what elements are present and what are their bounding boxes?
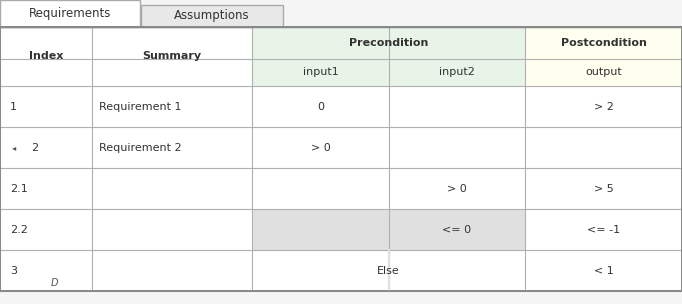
Text: 2: 2 [31,143,38,153]
Text: input1: input1 [303,67,338,77]
Text: 1: 1 [10,102,17,112]
Polygon shape [252,27,525,59]
Text: Summary: Summary [143,51,202,61]
Text: > 2: > 2 [593,102,614,112]
Polygon shape [525,59,682,86]
Text: <= -1: <= -1 [587,225,620,235]
Text: 3: 3 [10,266,17,276]
Text: output: output [585,67,622,77]
Text: > 5: > 5 [594,184,613,194]
Text: > 0: > 0 [447,184,466,194]
Text: Requirement 1: Requirement 1 [99,102,181,112]
Polygon shape [252,209,525,250]
Text: > 0: > 0 [311,143,330,153]
Text: Requirements: Requirements [29,7,111,20]
Text: Precondition: Precondition [349,38,428,48]
Text: 2.2: 2.2 [10,225,28,235]
Polygon shape [252,59,525,86]
Polygon shape [0,0,140,27]
Text: Requirement 2: Requirement 2 [99,143,181,153]
Text: input2: input2 [439,67,475,77]
Text: <= 0: <= 0 [443,225,471,235]
Polygon shape [0,27,682,291]
Text: 0: 0 [317,102,324,112]
Text: Index: Index [29,51,63,61]
Text: D: D [51,278,58,288]
Text: ◂: ◂ [12,143,16,152]
Text: 2.1: 2.1 [10,184,28,194]
Text: < 1: < 1 [594,266,613,276]
Text: Else: Else [377,266,400,276]
Polygon shape [141,5,283,27]
Polygon shape [525,27,682,59]
Text: Assumptions: Assumptions [175,9,250,22]
Text: Postcondition: Postcondition [561,38,647,48]
